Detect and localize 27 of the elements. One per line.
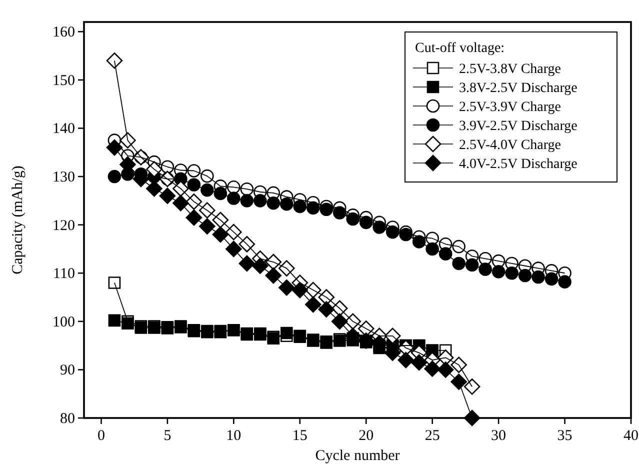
legend-label: 2.5V-3.8V Charge [459,62,562,77]
y-tick-label: 90 [60,362,75,379]
x-tick-label: 10 [226,428,242,444]
y-axis-title: Capacity (mAh/g) [10,166,26,274]
y-tick-label: 150 [52,72,75,89]
x-tick-label: 40 [624,428,638,444]
y-tick-label: 160 [52,24,75,41]
y-tick-label: 110 [53,266,75,282]
legend-label: 2.5V-4.0V Charge [459,138,562,153]
y-tick-label: 120 [52,218,75,234]
legend-title: Cut-off voltage: [415,41,505,56]
legend-label: 4.0V-2.5V Discharge [459,157,578,172]
x-tick-label: 0 [97,428,105,444]
y-tick-label: 80 [60,411,75,427]
y-tick-label: 100 [52,314,75,330]
x-tick-label: 30 [491,428,506,444]
x-tick-label: 20 [358,428,374,444]
x-tick-label: 25 [424,428,440,444]
legend-label: 2.5V-3.9V Charge [459,100,562,115]
x-axis-title: Cycle number [315,448,400,464]
legend-label: 3.8V-2.5V Discharge [459,81,578,96]
x-tick-label: 5 [164,428,172,444]
y-tick-label: 130 [52,170,75,186]
x-tick-label: 15 [292,428,308,444]
y-tick-label: 140 [52,121,75,138]
x-tick-label: 35 [557,428,572,444]
legend-label: 3.9V-2.5V Discharge [459,119,578,134]
